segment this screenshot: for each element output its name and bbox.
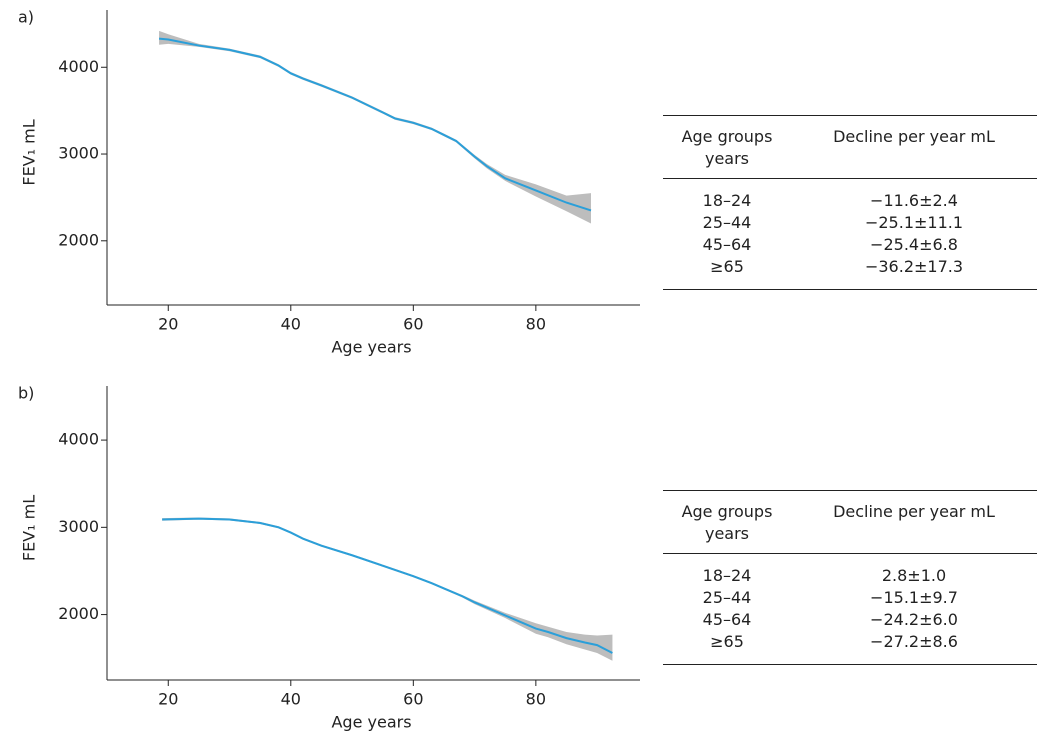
y-axis-label: FEV₁ mL bbox=[20, 119, 39, 185]
table-cell: 18–24 bbox=[702, 191, 752, 210]
panel-label: b) bbox=[18, 384, 34, 403]
y-tick-label: 3000 bbox=[58, 144, 99, 163]
x-tick-label: 80 bbox=[526, 315, 546, 334]
charts: 2000 3000 4000 20 40 60 80 Age years FEV₁ mL a) 20… bbox=[18, 8, 640, 732]
y-tick-label: 2000 bbox=[58, 604, 99, 623]
x-tick-label: 40 bbox=[281, 315, 301, 334]
table-cell: 18–24 bbox=[702, 566, 752, 585]
table-cell: −25.1±11.1 bbox=[864, 213, 964, 232]
table-header: Age groups years bbox=[663, 115, 791, 179]
confidence-band bbox=[162, 517, 613, 661]
table-cell: 45–64 bbox=[702, 610, 752, 629]
table-cell: ≥65 bbox=[663, 256, 791, 290]
table-cell: −25.4±6.8 bbox=[870, 235, 958, 254]
decline-table: Age groups years Decline per year mL 18–24… bbox=[663, 490, 1037, 665]
table-cell: −15.1±9.7 bbox=[870, 588, 958, 607]
table-cell: 2.8±1.0 bbox=[881, 566, 947, 585]
x-tick-label: 20 bbox=[158, 315, 178, 334]
x-tick-label: 60 bbox=[403, 315, 423, 334]
table-cell: −27.2±8.6 bbox=[791, 631, 1037, 665]
y-tick-label: 3000 bbox=[58, 517, 99, 536]
table-cell: 25–44 bbox=[702, 213, 752, 232]
table-cell: 25–44 bbox=[702, 588, 752, 607]
x-axis-label: Age years bbox=[331, 338, 411, 357]
table-header: Age groups years bbox=[663, 490, 791, 554]
trend-line bbox=[158, 37, 592, 212]
table-cell: −36.2±17.3 bbox=[791, 256, 1037, 290]
y-axis-label: FEV₁ mL bbox=[20, 495, 39, 561]
y-tick-label: 4000 bbox=[58, 430, 99, 449]
x-axis-label: Age years bbox=[331, 713, 411, 732]
table-header: Decline per year mL bbox=[791, 490, 1037, 554]
x-tick-label: 60 bbox=[403, 690, 423, 709]
confidence-band bbox=[159, 30, 591, 224]
trend-line bbox=[162, 517, 613, 654]
table-header: Decline per year mL bbox=[791, 115, 1037, 179]
x-tick-label: 80 bbox=[526, 690, 546, 709]
y-tick-label: 4000 bbox=[58, 57, 99, 76]
table-cell: −24.2±6.0 bbox=[870, 610, 958, 629]
x-tick-label: 40 bbox=[281, 690, 301, 709]
table-cell: ≥65 bbox=[663, 631, 791, 665]
y-tick-label: 2000 bbox=[58, 230, 99, 249]
panel-label: a) bbox=[18, 8, 34, 27]
x-tick-label: 20 bbox=[158, 690, 178, 709]
decline-table: Age groups years Decline per year mL 18–24… bbox=[663, 115, 1037, 290]
table-cell: 45–64 bbox=[702, 235, 752, 254]
table-cell: −11.6±2.4 bbox=[870, 191, 958, 210]
